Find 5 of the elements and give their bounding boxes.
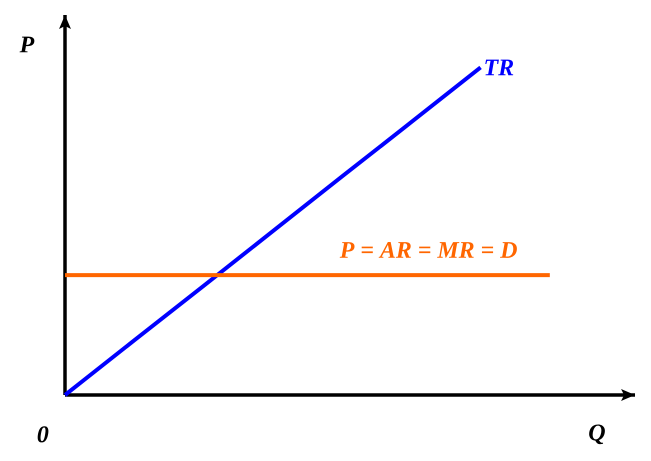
text: 0 — [38, 426, 48, 442]
series-label: P = AR = MR = D — [340, 242, 517, 258]
x-axis-title: Q — [589, 424, 605, 444]
y-axis-title: P — [20, 36, 34, 52]
series-label: TR — [485, 60, 514, 76]
